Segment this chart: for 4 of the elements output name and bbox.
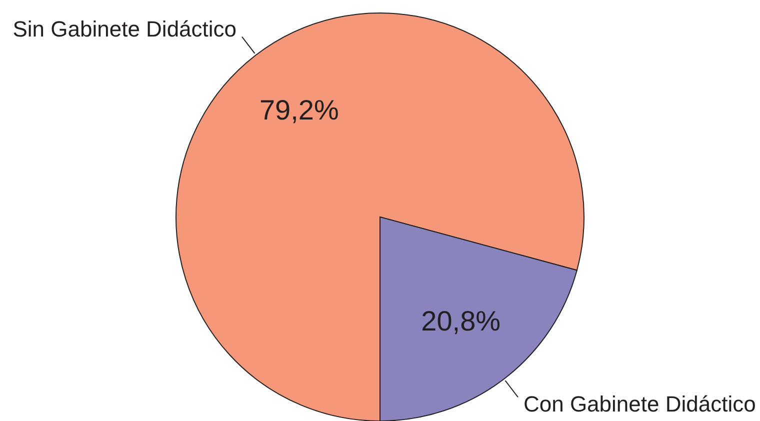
slice-label: Sin Gabinete Didáctico <box>12 16 237 42</box>
data-label: 20,8% <box>421 306 501 337</box>
data-label: 79,2% <box>259 94 339 126</box>
slice-label: Con Gabinete Didáctico <box>523 391 756 416</box>
